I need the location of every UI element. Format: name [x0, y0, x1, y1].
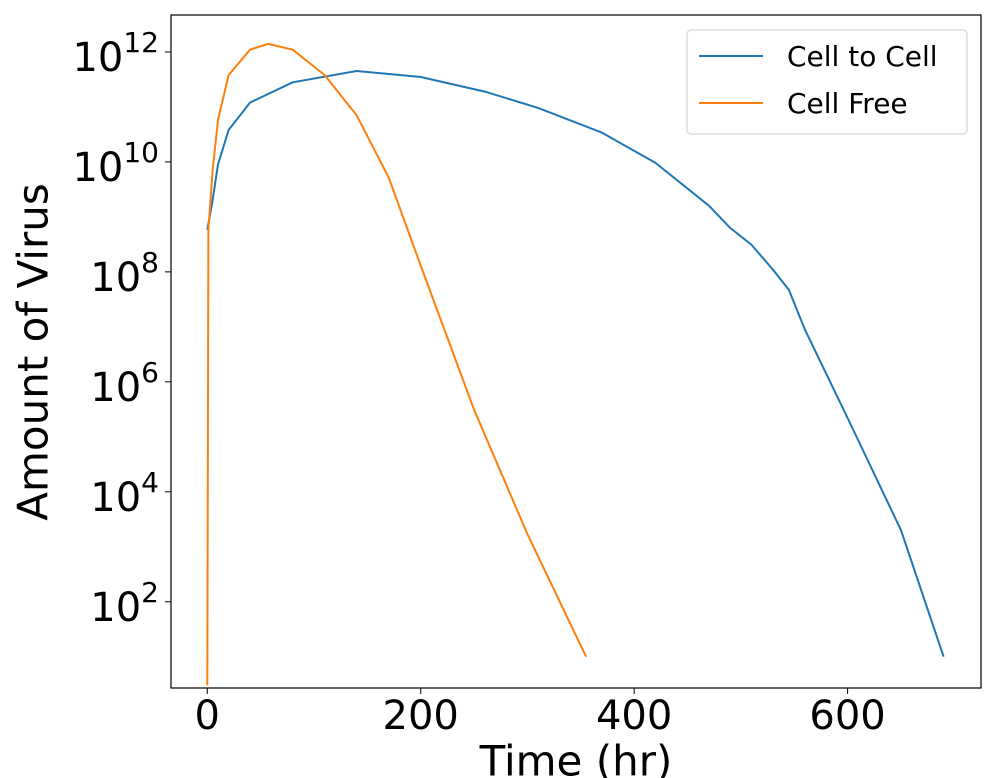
plot-frame — [170, 14, 982, 689]
plot-area — [206, 42, 945, 686]
legend-label: Cell to Cell — [787, 40, 938, 73]
y-tick-label: 108 — [90, 246, 159, 301]
y-tick-label: 102 — [90, 576, 159, 631]
y-tick-label: 104 — [90, 466, 159, 521]
data-line — [206, 70, 945, 658]
y-tick-label: 106 — [90, 356, 159, 411]
legend-label: Cell Free — [787, 87, 908, 120]
y-axis-label: Amount of Virus — [9, 183, 58, 520]
y-tick-label: 1012 — [72, 26, 159, 81]
y-tick-label: 1010 — [72, 136, 159, 191]
x-tick-label: 200 — [383, 693, 459, 739]
x-tick-label: 0 — [195, 693, 220, 739]
data-line — [206, 42, 588, 686]
x-tick-label: 600 — [809, 693, 885, 739]
x-axis-label: Time (hr) — [479, 737, 673, 778]
x-tick-label: 400 — [596, 693, 672, 739]
